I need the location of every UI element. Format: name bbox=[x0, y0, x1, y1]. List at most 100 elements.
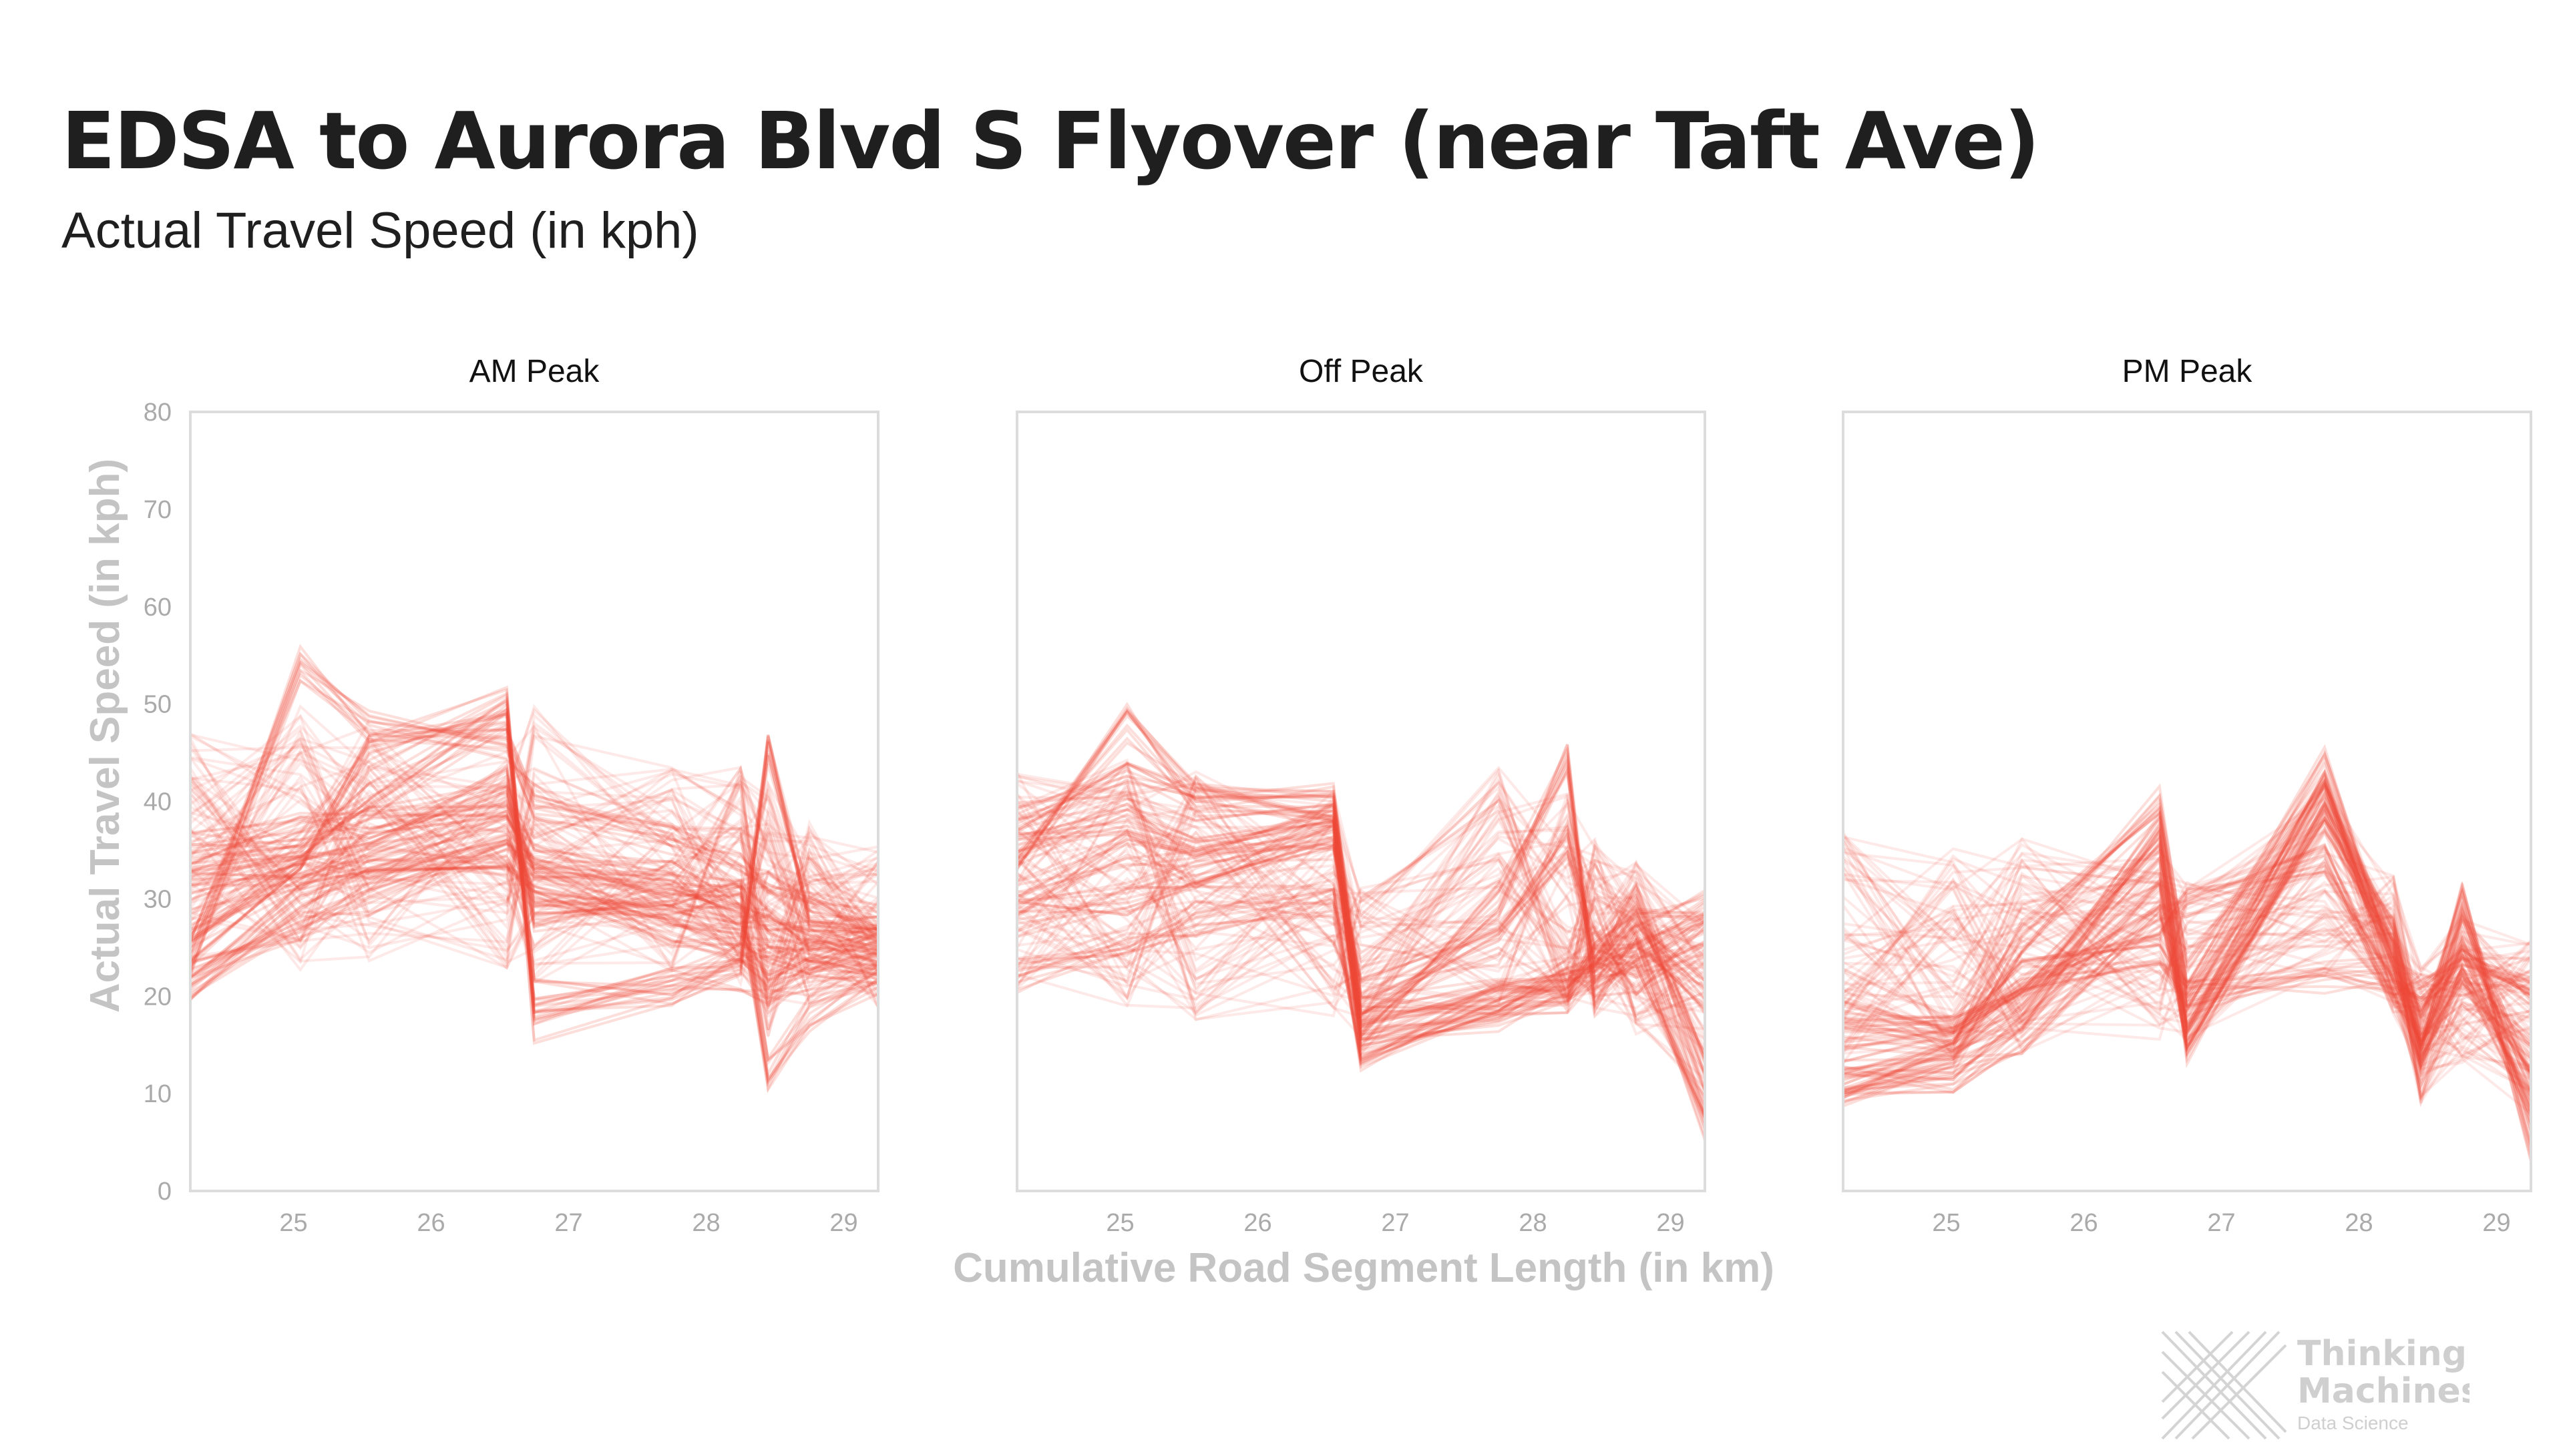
trip-line bbox=[1843, 890, 2531, 1114]
trip-line bbox=[190, 766, 878, 1005]
trip-line bbox=[1843, 872, 2531, 1040]
thinking-machines-logo: Thinking Machines Data Science bbox=[2161, 1330, 2469, 1440]
series-line-6 bbox=[1843, 849, 2531, 1053]
trip-line bbox=[1843, 828, 2531, 1081]
trip-line bbox=[1017, 776, 1705, 1012]
trip-line bbox=[1843, 853, 2531, 1053]
trip-line bbox=[1017, 782, 1705, 1092]
series-line-5 bbox=[1017, 878, 1705, 1067]
trip-line bbox=[190, 734, 878, 967]
series-line-6 bbox=[1017, 812, 1705, 1016]
series-line-4 bbox=[190, 706, 878, 997]
series-line-4 bbox=[1843, 933, 2531, 1043]
trip-line bbox=[1017, 779, 1705, 1015]
series-line-3 bbox=[190, 657, 878, 975]
trip-line bbox=[1843, 787, 2531, 1107]
series-line-1 bbox=[1017, 741, 1705, 1036]
trip-line bbox=[190, 771, 878, 964]
trip-line bbox=[1843, 801, 2531, 1037]
series-line-6 bbox=[1017, 812, 1705, 1003]
series-line-1 bbox=[1017, 702, 1705, 1022]
trip-line bbox=[1017, 765, 1705, 1062]
trip-line bbox=[1017, 774, 1705, 1073]
trip-line bbox=[1843, 871, 2531, 1023]
trip-line bbox=[1017, 775, 1705, 1025]
series-line-3 bbox=[1017, 754, 1705, 1119]
trip-line bbox=[1843, 868, 2531, 1102]
trip-line bbox=[1843, 858, 2531, 1038]
series-line-4 bbox=[190, 726, 878, 1001]
x-tick-label: 28 bbox=[2345, 1209, 2373, 1237]
trip-line bbox=[1843, 806, 2531, 1037]
trip-line bbox=[1843, 830, 2531, 1092]
series-line-2 bbox=[1017, 806, 1705, 1047]
trip-line bbox=[1017, 853, 1705, 1089]
trip-line bbox=[1843, 857, 2531, 1056]
trip-line bbox=[190, 746, 878, 976]
series-line-2 bbox=[1017, 803, 1705, 1041]
trip-line bbox=[190, 778, 878, 955]
x-tick-label: 26 bbox=[417, 1209, 445, 1237]
series-line-4 bbox=[1843, 943, 2531, 1043]
series-line-5 bbox=[1843, 744, 2531, 1085]
series-lines bbox=[190, 644, 878, 1094]
trip-line bbox=[190, 750, 878, 952]
trip-line bbox=[190, 766, 878, 971]
trip-line bbox=[1843, 859, 2531, 1043]
trip-line bbox=[1017, 802, 1705, 974]
trip-line bbox=[190, 788, 878, 1007]
trip-line bbox=[190, 783, 878, 1009]
series-line-5 bbox=[1017, 888, 1705, 1073]
y-tick-label: 0 bbox=[158, 1178, 172, 1206]
series-line-5 bbox=[1843, 774, 2531, 1100]
series-line-6 bbox=[1843, 854, 2531, 1035]
series-line-5 bbox=[190, 708, 878, 1042]
trip-line bbox=[1017, 790, 1705, 1042]
trip-line bbox=[190, 750, 878, 1009]
trip-line bbox=[1017, 824, 1705, 999]
trip-line bbox=[1017, 830, 1705, 1097]
trip-line bbox=[1017, 780, 1705, 1021]
series-line-6 bbox=[1843, 861, 2531, 1020]
series-line-1 bbox=[1843, 750, 2531, 1126]
trip-line bbox=[190, 775, 878, 945]
trip-line bbox=[1843, 797, 2531, 1117]
series-line-8 bbox=[190, 801, 878, 965]
series-line-1 bbox=[190, 843, 878, 978]
trip-line bbox=[1843, 779, 2531, 1113]
series-line-4 bbox=[1843, 960, 2531, 1028]
series-line-4 bbox=[1843, 937, 2531, 1044]
series-line-2 bbox=[1017, 831, 1705, 1041]
series-line-2 bbox=[1843, 799, 2531, 1069]
series-line-1 bbox=[1843, 780, 2531, 1118]
trip-line bbox=[1017, 785, 1705, 1099]
trip-line bbox=[1843, 837, 2531, 1029]
series-line-5 bbox=[1017, 883, 1705, 1091]
series-line-6 bbox=[1017, 832, 1705, 984]
trip-line bbox=[1017, 817, 1705, 1032]
series-line-2 bbox=[190, 834, 878, 975]
trip-line bbox=[1017, 792, 1705, 1076]
series-line-4 bbox=[1017, 782, 1705, 1015]
series-line-3 bbox=[190, 652, 878, 955]
trip-line bbox=[1017, 761, 1705, 1018]
y-tick-label: 50 bbox=[144, 691, 172, 719]
series-line-5 bbox=[190, 714, 878, 1045]
series-line-6 bbox=[190, 842, 878, 987]
series-line-5 bbox=[1843, 778, 2531, 1099]
series-line-3 bbox=[190, 673, 878, 959]
trip-line bbox=[190, 724, 878, 949]
trip-line bbox=[190, 712, 878, 970]
series-line-4 bbox=[1843, 961, 2531, 1023]
x-tick-label: 25 bbox=[1932, 1209, 1960, 1237]
trip-line bbox=[1843, 882, 2531, 1051]
trip-line bbox=[1017, 766, 1705, 982]
trip-line bbox=[190, 733, 878, 975]
series-line-5 bbox=[1843, 750, 2531, 1100]
panel-off-peak: Off Peak 25 26 27 28 29 bbox=[1016, 354, 1706, 1237]
series-line-3 bbox=[190, 678, 878, 973]
trip-line bbox=[190, 752, 878, 1006]
series-line-3 bbox=[190, 660, 878, 955]
series-line-2 bbox=[1017, 828, 1705, 1052]
trip-line bbox=[1843, 790, 2531, 1090]
